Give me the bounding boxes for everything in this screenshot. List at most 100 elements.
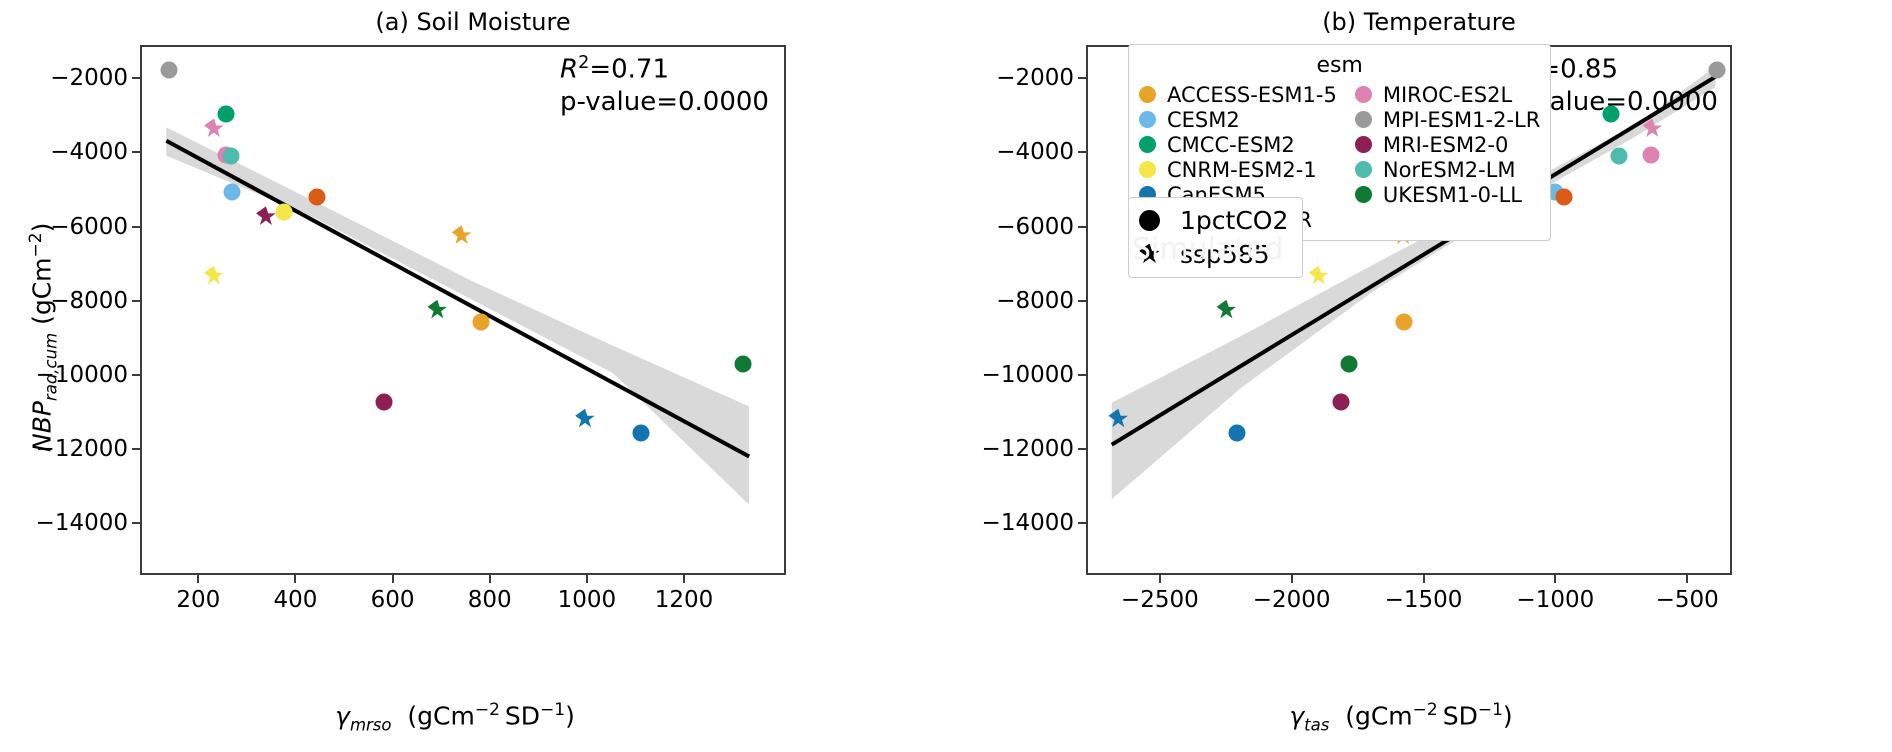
data-point-mpi-esm1-2-lr-1pctco2[interactable] [160, 61, 178, 79]
data-point-ukesm1-0-ll-1pctco2[interactable] [734, 355, 752, 373]
data-point-cmcc-esm2-1pctco2[interactable] [217, 105, 234, 123]
legend-item-label: CESM2 [1167, 107, 1240, 132]
legend-item-cnrm-esm2-1[interactable]: CNRM-ESM2-1 [1139, 157, 1337, 182]
regression-line-a [165, 139, 751, 459]
data-point-ipsl-cm6a-lr-1pctco2[interactable] [1555, 188, 1573, 206]
legend-color-swatch-icon [1354, 186, 1372, 203]
x-tick-label: −500 [1655, 587, 1719, 613]
y-tick [132, 151, 140, 154]
data-point-noresm2-lm-1pctco2[interactable] [222, 147, 240, 165]
legend-scenario-label: 1pctCO2 [1180, 205, 1289, 235]
panel-a-title: (a) Soil Moisture [375, 8, 571, 36]
y-tick [1078, 522, 1086, 525]
legend-color-swatch-icon [1139, 161, 1156, 178]
x-tick-label: 800 [467, 587, 512, 613]
data-point-canesm5-1pctco2[interactable] [1228, 424, 1246, 442]
y-tick [1078, 447, 1086, 450]
legend-star-marker-icon [1139, 243, 1160, 263]
x-tick [488, 575, 491, 583]
data-point-miroc-es2l-1pctco2[interactable] [1642, 146, 1660, 164]
data-point-cmcc-esm2-1pctco2[interactable] [1602, 105, 1620, 123]
y-tick [132, 522, 140, 525]
data-point-mpi-esm1-2-lr-1pctco2[interactable] [1708, 61, 1726, 79]
x-tick [391, 575, 394, 583]
data-point-cnrm-esm2-1-1pctco2[interactable] [275, 203, 293, 221]
data-point-canesm5-1pctco2[interactable] [632, 424, 650, 442]
data-point-noresm2-lm-1pctco2[interactable] [1610, 147, 1628, 165]
legend-item-noresm2-lm[interactable]: NorESM2-LM [1354, 157, 1540, 182]
x-tick [1158, 575, 1161, 583]
data-point-ipsl-cm6a-lr-1pctco2[interactable] [308, 188, 326, 206]
legend-item-label: ACCESS-ESM1-5 [1167, 82, 1337, 107]
data-point-access-esm1-5-1pctco2[interactable] [1395, 313, 1413, 331]
y-tick-label: −4000 [50, 139, 128, 166]
panel-a-r2: R2=0.71 [560, 53, 670, 85]
x-tick [683, 575, 685, 583]
x-tick-label: −1000 [1516, 587, 1595, 613]
legend-item-ukesm1-0-ll[interactable]: UKESM1-0-LL [1354, 182, 1540, 207]
data-point-mri-esm2-0-1pctco2[interactable] [1332, 393, 1350, 411]
data-point-ukesm1-0-ll-1pctco2[interactable] [1340, 355, 1358, 373]
y-tick-label: −10000 [35, 361, 128, 388]
y-tick [132, 373, 140, 376]
legend-item-label: CMCC-ESM2 [1167, 132, 1295, 157]
y-tick-label: −14000 [35, 510, 128, 537]
y-tick-label: −10000 [981, 361, 1074, 388]
y-tick [1078, 373, 1086, 376]
panel-a-stats: R2=0.71 p-value=0.0000 [560, 52, 769, 119]
legend-item-label: UKESM1-0-LL [1382, 182, 1522, 207]
x-tick-label: −1500 [1384, 587, 1463, 613]
legend-item-mri-esm2-0[interactable]: MRI-ESM2-0 [1354, 132, 1540, 157]
panel-a-plot-area [140, 45, 786, 575]
x-tick [1686, 575, 1689, 583]
legend-column-2: MIROC-ES2L MPI-ESM1-2-LR MRI-ESM2-0 NorESM2… [1354, 82, 1540, 232]
legend-item-cmcc-esm2[interactable]: CMCC-ESM2 [1139, 132, 1337, 157]
legend-color-swatch-icon [1139, 86, 1156, 103]
panel-b-title: (b) Temperature [1322, 8, 1516, 36]
legend-scenario-ssp585[interactable]: ssp585 [1139, 237, 1288, 271]
x-tick-label: −2500 [1120, 587, 1199, 613]
legend-scenario[interactable]: 1pctCO2 ssp585 [1128, 197, 1304, 278]
legend-scenario-rows: 1pctCO2 ssp585 [1139, 203, 1288, 271]
regression-line-b [1110, 74, 1717, 447]
x-tick [1290, 575, 1293, 583]
regression-line-segment [165, 139, 751, 459]
data-point-access-esm1-5-1pctco2[interactable] [472, 313, 490, 331]
legend-scenario-1pctco2[interactable]: 1pctCO2 [1139, 203, 1288, 237]
y-tick [1078, 299, 1086, 302]
legend-color-swatch-icon [1354, 161, 1372, 178]
y-tick-label: −8000 [996, 287, 1074, 314]
x-tick-label: 1000 [557, 587, 617, 613]
legend-item-label: MRI-ESM2-0 [1382, 132, 1509, 157]
y-tick-label: −8000 [50, 287, 128, 314]
y-tick-label: −12000 [35, 435, 128, 462]
y-tick-label: −2000 [50, 65, 128, 92]
y-tick-label: −12000 [981, 435, 1074, 462]
y-tick [1078, 225, 1086, 228]
data-point-cesm2-1pctco2[interactable] [223, 183, 241, 201]
legend-item-cesm2[interactable]: CESM2 [1139, 107, 1337, 132]
legend-item-label: NorESM2-LM [1382, 157, 1516, 182]
y-tick-label: −6000 [50, 213, 128, 240]
x-tick [294, 575, 297, 583]
legend-color-swatch-icon [1139, 111, 1156, 128]
x-tick-label: 400 [273, 587, 318, 613]
legend-item-access-esm1-5[interactable]: ACCESS-ESM1-5 [1139, 82, 1337, 107]
confidence-band-b [1111, 66, 1716, 500]
panel-a-x-axis-title: γmrso (gCm−2 SD−1) [335, 700, 575, 735]
x-tick [197, 575, 200, 583]
legend-item-mpi-esm1-2-lr[interactable]: MPI-ESM1-2-LR [1354, 107, 1540, 132]
legend-item-label: MIROC-ES2L [1382, 82, 1513, 107]
x-tick [1422, 575, 1425, 583]
legend-esm-title: esm [1316, 53, 1363, 78]
legend-color-swatch-icon [1354, 86, 1372, 103]
legend-color-swatch-icon [1354, 136, 1372, 153]
y-tick [132, 299, 140, 302]
data-point-mri-esm2-0-1pctco2[interactable] [375, 393, 393, 411]
x-tick-label: 1200 [654, 587, 714, 613]
legend-item-miroc-es2l[interactable]: MIROC-ES2L [1354, 82, 1540, 107]
y-tick-label: −14000 [981, 510, 1074, 537]
x-tick [585, 575, 588, 583]
y-axis-title: NBPrad,cum (gCm−2) [26, 222, 61, 452]
